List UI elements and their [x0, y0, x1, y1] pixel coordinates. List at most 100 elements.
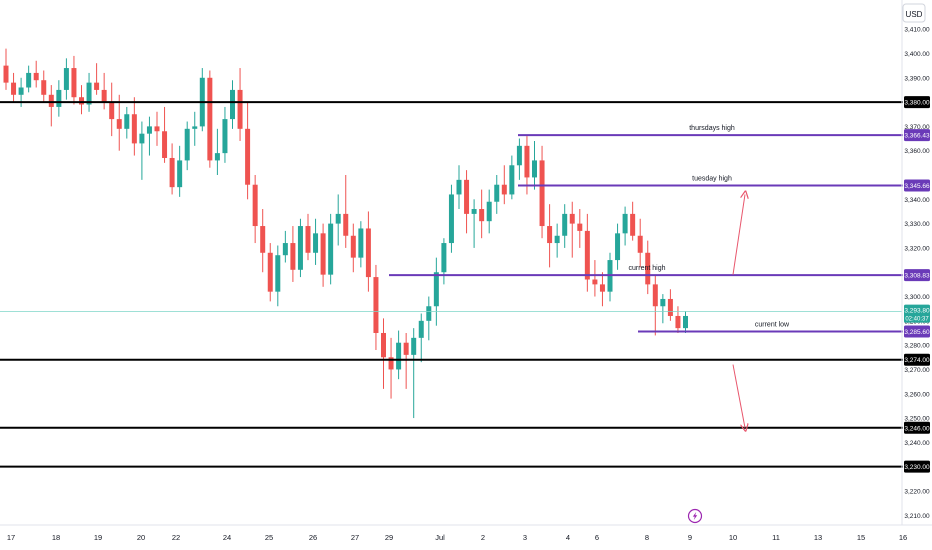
x-tick-label: 13 [814, 533, 822, 542]
y-tick-label: 3,340.00 [904, 197, 930, 204]
x-tick-label: 4 [566, 533, 570, 542]
candle-body [192, 126, 198, 129]
candle-body [471, 209, 477, 214]
candle-body [441, 243, 447, 273]
x-tick-label: 10 [729, 533, 737, 542]
candle-body [297, 226, 303, 270]
candle-body [162, 131, 168, 158]
candle-body [343, 213, 349, 236]
y-tick-label: 3,220.00 [904, 488, 930, 495]
level-price-tag [904, 325, 930, 338]
candle-body [305, 226, 311, 253]
x-tick-label: 29 [385, 533, 393, 542]
candle-body [335, 213, 341, 224]
candle-body [109, 102, 115, 120]
level-price-label: 3,246.00 [904, 425, 930, 432]
lightning-icon[interactable] [687, 508, 703, 524]
candle-body [86, 82, 92, 105]
y-tick-label: 3,410.00 [904, 27, 930, 34]
candle-body [486, 201, 492, 222]
x-tick-label: Jul [435, 533, 445, 542]
x-tick-label: 24 [223, 533, 231, 542]
candle-body [56, 89, 62, 107]
candle-body [282, 243, 288, 256]
time-axis[interactable]: 17 18 19 20 22 24 25 26 27 29 Jul 2 3 4 6 8 9 10 11 13 15 16 [0, 524, 932, 542]
candle-body [448, 194, 454, 244]
level-annotation: current high [629, 265, 666, 272]
candle-body [139, 133, 145, 144]
x-tick-label: 9 [688, 533, 692, 542]
candle-body [290, 243, 296, 270]
candle-body [411, 337, 417, 355]
y-tick-label: 3,300.00 [904, 294, 930, 301]
level-price-label: 3,230.00 [904, 464, 930, 471]
level-price-tag [904, 353, 930, 366]
last-price-tag [904, 304, 930, 323]
candle-body [630, 213, 636, 236]
y-tick-label: 3,280.00 [904, 343, 930, 350]
candle-body [381, 332, 386, 358]
candle-body [615, 233, 621, 261]
levels-group: thursdays high tuesday high current high cu… [0, 101, 903, 468]
y-tick-label: 3,240.00 [904, 440, 930, 447]
candle-body [562, 213, 568, 236]
candle-body [131, 114, 137, 144]
y-tick-label: 3,390.00 [904, 75, 930, 82]
candle-body [94, 82, 100, 90]
candle-body [569, 213, 575, 224]
candle-body [509, 165, 515, 195]
candle-body [260, 226, 266, 253]
x-tick-labels: 17 18 19 20 22 24 25 26 27 29 Jul 2 3 4 6 8 9 10 11 13 15 16 [7, 533, 907, 542]
candle-body [116, 119, 122, 129]
y-tick-label: 3,210.00 [904, 513, 930, 520]
level-price-tags: 3,380.00 3,274.00 3,246.00 3,230.00 3,366.43… [904, 96, 930, 473]
candle-body [11, 82, 17, 95]
candle-body [396, 342, 402, 370]
level-price-label: 3,274.00 [904, 357, 930, 364]
candle-body [207, 77, 213, 161]
currency-label: USD [906, 10, 923, 19]
level-annotation: tuesday high [692, 176, 732, 183]
candle-body [403, 342, 409, 355]
candle-body [71, 68, 77, 98]
x-tick-label: 20 [137, 533, 145, 542]
x-tick-label: 22 [172, 533, 180, 542]
candle-body [494, 184, 500, 202]
currency-badge[interactable] [902, 3, 926, 23]
level-price-tag [904, 269, 930, 282]
candle-body [433, 272, 439, 307]
candle-body [237, 89, 243, 129]
candle-body [645, 252, 651, 285]
candle-body [539, 160, 545, 227]
candle-body [365, 228, 371, 278]
candle-body [464, 179, 470, 214]
candle-body [547, 226, 553, 244]
candle-body [479, 209, 485, 222]
candle-body [358, 228, 364, 258]
x-tick-label: 8 [645, 533, 649, 542]
price-axis[interactable]: USD 3,410.00 3,400.00 3,390.00 3,370.00 3,36… [901, 0, 930, 525]
y-tick-label: 3,270.00 [904, 367, 930, 374]
candle-body [418, 320, 424, 338]
candle-body [79, 97, 84, 105]
level-price-label: 3,380.00 [904, 100, 930, 107]
candles-group [3, 48, 688, 419]
candle-body [373, 277, 379, 333]
x-tick-label: 26 [309, 533, 317, 542]
x-tick-label: 25 [265, 533, 273, 542]
level-price-tag [904, 96, 930, 109]
candle-body [426, 306, 432, 321]
candle-body [675, 315, 681, 329]
x-tick-label: 6 [595, 533, 599, 542]
x-tick-label: 11 [772, 533, 780, 542]
y-tick-label: 3,250.00 [904, 416, 930, 423]
y-tick-label: 3,360.00 [904, 148, 930, 155]
candle-body [230, 89, 235, 120]
level-price-label: 3,345.66 [904, 183, 930, 190]
y-tick-label: 3,400.00 [904, 51, 930, 58]
candle-body [599, 284, 605, 292]
x-tick-label: 17 [7, 533, 15, 542]
candle-body [275, 255, 281, 292]
level-price-tag [904, 421, 930, 434]
